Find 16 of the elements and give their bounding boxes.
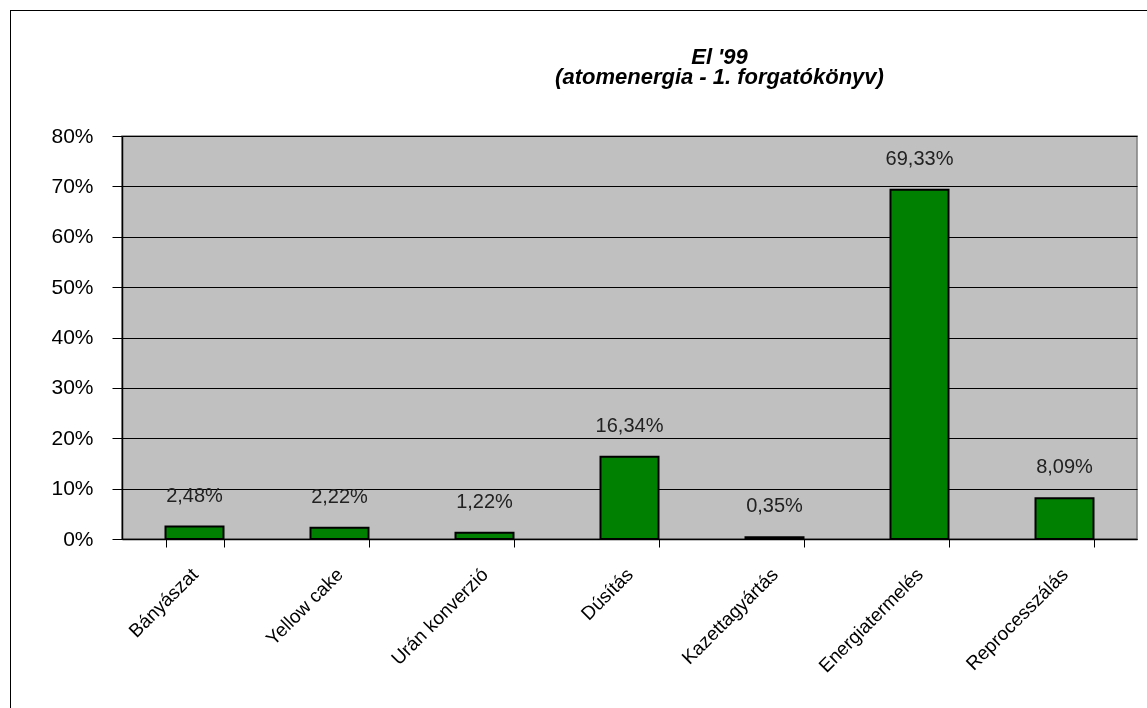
y-tick-label: 10% <box>51 476 94 500</box>
y-tick-label: 30% <box>51 375 94 399</box>
y-tick-label: 40% <box>51 325 94 348</box>
y-tick-label: 20% <box>51 425 94 449</box>
data-label: 2,48% <box>166 483 224 506</box>
y-tick-label: 80% <box>51 123 94 147</box>
data-label: 0,35% <box>746 494 804 517</box>
data-label: 16,34% <box>595 413 664 436</box>
y-tick-label: 60% <box>51 224 94 248</box>
data-label: 8,09% <box>1036 455 1094 478</box>
y-tick-label: 50% <box>51 274 94 298</box>
data-label: 69,33% <box>885 146 954 169</box>
y-tick-label: 0% <box>63 526 94 550</box>
y-tick-label: 70% <box>51 173 94 197</box>
data-label: 1,22% <box>456 489 514 512</box>
data-label: 2,22% <box>311 484 369 507</box>
